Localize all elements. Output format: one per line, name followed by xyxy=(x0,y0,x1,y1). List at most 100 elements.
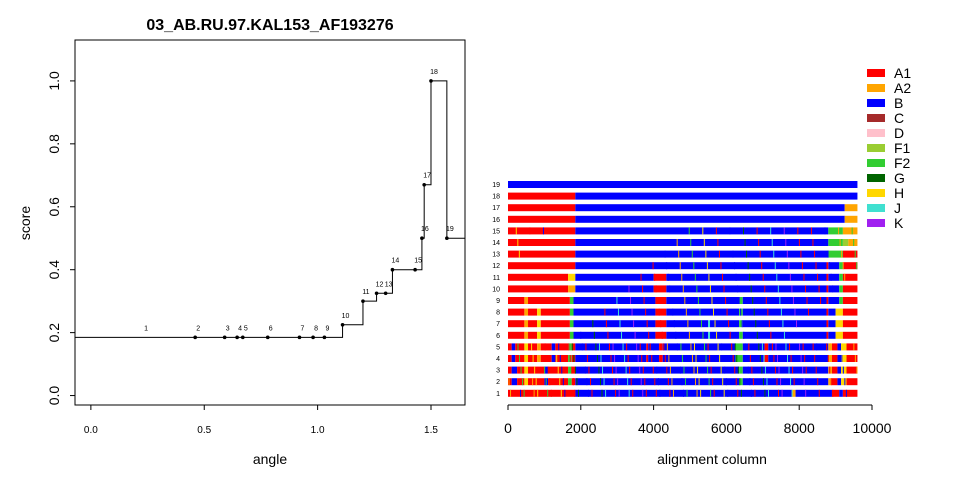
bar-segment xyxy=(568,285,576,293)
bar-stripe xyxy=(615,389,617,397)
bar-segment xyxy=(540,308,570,316)
bar-segment xyxy=(508,285,569,293)
bar-stripe xyxy=(652,366,654,374)
legend-label: J xyxy=(894,200,901,216)
bar-stripe xyxy=(607,331,609,339)
point-label: 14 xyxy=(392,258,400,265)
legend-swatch xyxy=(867,219,885,227)
bar-stripe xyxy=(817,378,819,386)
bar-segment xyxy=(524,308,529,316)
bar-stripe xyxy=(600,355,602,362)
bar-stripe xyxy=(804,355,806,362)
bar-stripe xyxy=(770,227,772,235)
bar-segment xyxy=(524,355,529,362)
bar-stripe xyxy=(646,320,648,328)
point-label: 9 xyxy=(325,325,329,332)
bar-segment xyxy=(508,250,576,258)
bar-stripe xyxy=(588,366,590,374)
row-label: 1 xyxy=(496,391,500,398)
bar-stripe xyxy=(653,343,655,351)
bar-segment xyxy=(551,355,556,362)
bar-stripe xyxy=(767,308,769,316)
point-marker xyxy=(222,335,227,340)
bar-stripe xyxy=(778,389,780,397)
bar-stripe xyxy=(598,366,600,374)
bar-stripe xyxy=(707,343,709,351)
bar-segment xyxy=(666,285,827,293)
bar-stripe xyxy=(605,320,607,328)
bar-stripe xyxy=(734,366,736,374)
bar-stripe xyxy=(774,262,776,270)
bar-segment xyxy=(568,343,572,351)
bar-stripe xyxy=(706,262,708,270)
bar-stripe xyxy=(710,366,712,374)
bar-segment xyxy=(666,320,709,328)
point-marker xyxy=(374,291,379,296)
bar-stripe xyxy=(679,366,681,374)
bar-stripe xyxy=(681,355,683,362)
bar-segment xyxy=(828,378,832,386)
bar-segment xyxy=(508,204,576,212)
bar-segment xyxy=(571,343,576,351)
bar-segment xyxy=(528,297,570,304)
bar-segment xyxy=(764,343,769,351)
bar-segment xyxy=(528,343,538,351)
bar-segment xyxy=(831,343,838,351)
bar-segment xyxy=(828,262,840,270)
point-label: 1 xyxy=(144,325,148,332)
row-label: 12 xyxy=(492,263,500,270)
bar-stripe xyxy=(764,389,766,397)
bar-stripe xyxy=(842,366,844,374)
bar-stripe xyxy=(805,366,807,374)
bar-stripe xyxy=(667,273,669,281)
bar-segment xyxy=(828,239,843,246)
bar-stripe xyxy=(644,378,646,386)
bar-segment xyxy=(742,343,765,351)
bar-stripe xyxy=(798,239,800,246)
bar-stripe xyxy=(612,343,614,351)
bar-stripe xyxy=(700,389,702,397)
bar-segment xyxy=(575,285,654,293)
legend-label: H xyxy=(894,185,904,201)
row-label: 17 xyxy=(492,205,500,212)
bar-stripe xyxy=(627,378,629,386)
bar-segment xyxy=(517,378,525,386)
bar-stripe xyxy=(619,320,621,328)
bar-stripe xyxy=(616,297,618,304)
bar-segment xyxy=(842,297,858,304)
bar-stripe xyxy=(716,331,718,339)
bar-segment xyxy=(662,355,736,362)
bar-stripe xyxy=(586,355,588,362)
bar-stripe xyxy=(792,366,794,374)
point-marker xyxy=(413,267,417,272)
bar-segment xyxy=(511,343,516,351)
bar-segment xyxy=(544,366,549,374)
bar-stripe xyxy=(771,343,773,351)
bar-stripe xyxy=(737,389,739,397)
bar-segment xyxy=(739,320,743,328)
bar-stripe xyxy=(682,389,684,397)
bar-stripe xyxy=(630,297,632,304)
bar-segment xyxy=(842,308,858,316)
bar-stripe xyxy=(793,378,795,386)
bar-stripe xyxy=(722,378,724,386)
bar-stripe xyxy=(633,320,635,328)
bar-segment xyxy=(573,320,656,328)
bar-stripe xyxy=(603,378,605,386)
bar-stripe xyxy=(547,366,549,374)
row-label: 4 xyxy=(496,356,500,363)
bar-segment xyxy=(846,366,858,374)
bar-stripe xyxy=(639,366,641,374)
bar-stripe xyxy=(826,239,828,246)
bar-stripe xyxy=(713,389,715,397)
bar-stripe xyxy=(827,250,829,258)
x-tick-label: 8000 xyxy=(784,420,815,436)
bar-segment xyxy=(828,273,840,281)
bar-stripe xyxy=(783,331,785,339)
bar-stripe xyxy=(753,308,755,316)
bar-segment xyxy=(508,227,576,235)
bar-stripe xyxy=(628,389,630,397)
x-axis-label: alignment column xyxy=(657,451,767,467)
